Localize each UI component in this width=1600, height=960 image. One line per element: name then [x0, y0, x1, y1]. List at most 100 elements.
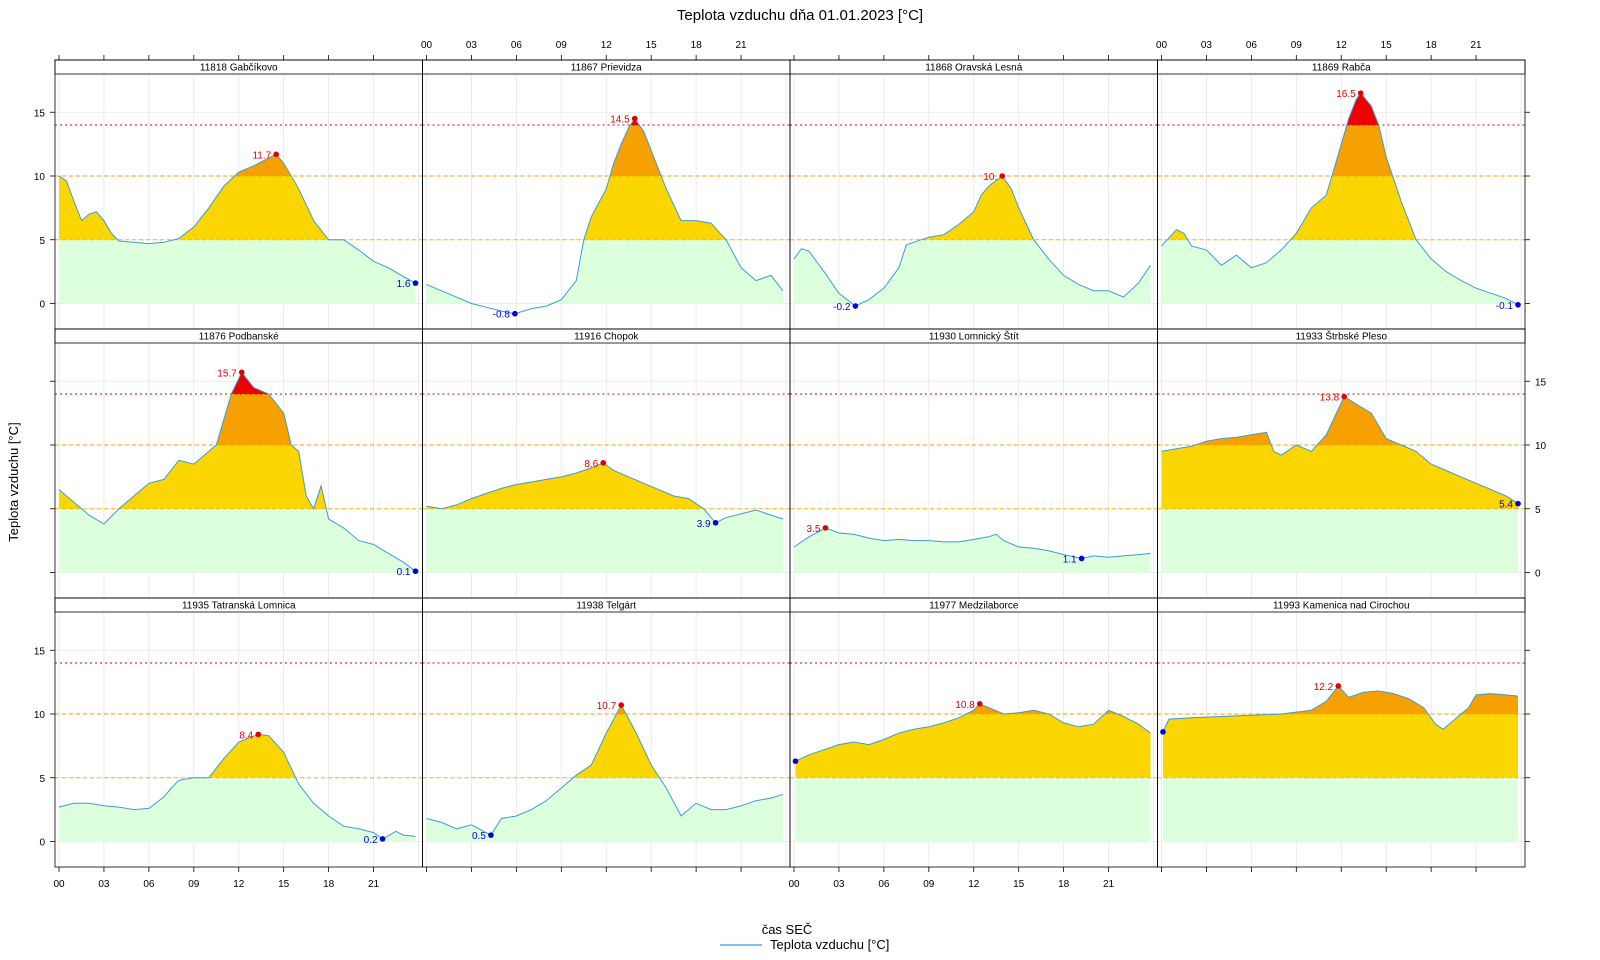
max-marker	[273, 151, 279, 158]
band-10-14	[59, 394, 416, 445]
panel-11916-chopok: 8.6 3.9 11916 Chopok	[422, 328, 791, 599]
min-marker	[712, 519, 719, 526]
max-label: 10.	[983, 172, 997, 183]
station-name: 11876 Podbanské	[199, 332, 279, 343]
station-name: 11930 Lomnický Štít	[929, 330, 1019, 343]
min-marker	[1078, 555, 1085, 562]
temperature-line	[1161, 395, 1519, 505]
x-tick-label-bottom: 06	[878, 879, 890, 890]
max-marker	[631, 115, 638, 122]
min-label: 1.1	[1063, 554, 1077, 565]
min-label: 5.4	[1499, 500, 1513, 511]
x-tick-label-bottom: 12	[968, 879, 980, 890]
panel-11977-medzilaborce: 10.8 11977 Medzilaborce	[789, 597, 1158, 868]
y-tick-label-left: 5	[39, 236, 45, 247]
x-tick-label-top: 03	[1201, 40, 1213, 51]
band-0-5	[795, 777, 1151, 842]
x-tick-label-bottom: 18	[1058, 879, 1070, 890]
band-0-5	[426, 508, 784, 573]
min-label: 0.2	[364, 835, 378, 846]
x-tick-label-top: 21	[736, 40, 748, 51]
max-marker	[822, 525, 829, 531]
y-tick-label-left: 0	[39, 838, 45, 849]
temperature-line	[795, 703, 1151, 762]
min-label: -0.1	[1496, 301, 1514, 312]
station-name: 11993 Kamenica nad Cirochou	[1273, 601, 1410, 612]
temperature-line	[793, 527, 1151, 560]
x-tick-label-top: 21	[1471, 40, 1483, 51]
panel-border	[1157, 597, 1526, 868]
min-marker	[792, 758, 799, 764]
station-name: 11938 Telgárt	[576, 601, 636, 612]
station-name: 11935 Tatranská Lomnica	[182, 601, 296, 612]
y-tick-label-left: 15	[34, 108, 46, 119]
band-0-5	[59, 239, 416, 304]
y-tick-label-left: 10	[34, 172, 46, 183]
y-tick-label-right: 5	[1535, 505, 1541, 516]
min-label: 3.9	[697, 519, 711, 530]
max-marker	[600, 460, 607, 466]
station-name: 11818 Gabčíkovo	[200, 63, 278, 74]
y-tick-label-left: 15	[34, 646, 46, 657]
max-label: 14.5	[610, 115, 630, 126]
band-0-5	[1162, 777, 1519, 842]
x-tick-label-top: 15	[646, 40, 658, 51]
max-label: 11.7	[252, 150, 271, 161]
x-tick-label-top: 15	[1381, 40, 1393, 51]
x-tick-label-top: 06	[1246, 40, 1258, 51]
x-tick-label-top: 12	[1336, 40, 1348, 51]
x-tick-label-bottom: 03	[98, 879, 110, 890]
station-name: 11933 Štrbské Pleso	[1295, 330, 1387, 343]
band-5-10	[1161, 445, 1519, 509]
y-tick-label-right: 15	[1535, 377, 1547, 388]
y-tick-label-left: 0	[39, 300, 45, 311]
band-5-10	[59, 176, 416, 240]
min-marker	[852, 303, 859, 309]
station-name: 11869 Rabča	[1312, 63, 1371, 74]
temperature-line	[1162, 685, 1519, 733]
y-tick-label-left: 5	[39, 774, 45, 785]
min-label: 0.1	[397, 567, 411, 578]
temperature-line	[793, 175, 1151, 307]
x-tick-label-bottom: 18	[323, 879, 335, 890]
max-marker	[238, 369, 245, 376]
temperature-line	[58, 733, 416, 840]
band-0-5	[59, 777, 416, 842]
max-label: 8.6	[584, 459, 598, 470]
station-name: 11916 Chopok	[574, 332, 639, 343]
min-marker	[512, 310, 518, 317]
x-tick-label-bottom: 09	[923, 879, 935, 890]
panel-11869-rabca: 16.5 -0.1 11869 Rabča	[1157, 59, 1526, 330]
max-label: 8.4	[239, 730, 253, 741]
max-marker	[1335, 683, 1342, 689]
x-tick-label-top: 09	[556, 40, 568, 51]
min-label: -0.2	[833, 302, 851, 313]
station-name: 11867 Prievidza	[571, 63, 642, 74]
min-label: -0.8	[493, 310, 511, 321]
legend-label: Teplota vzduchu [°C]	[770, 937, 889, 952]
band-0-5	[1161, 239, 1519, 304]
panel-11930-lomnicky-stit: 3.5 1.1 11930 Lomnický Štít	[789, 328, 1158, 599]
min-label: 1.6	[397, 279, 411, 290]
max-marker	[1357, 90, 1364, 96]
x-tick-label-top: 00	[1156, 40, 1168, 51]
panel-11993-kamenica-nad-cirochou: 12.2 11993 Kamenica nad Cirochou	[1157, 597, 1526, 868]
max-label: 15.7	[217, 368, 237, 379]
min-marker	[1515, 301, 1521, 308]
x-tick-label-top: 18	[691, 40, 703, 51]
max-label: 16.5	[1336, 89, 1356, 100]
max-marker	[255, 731, 262, 738]
max-label: 12.2	[1314, 682, 1334, 693]
panel-11868-oravska-lesna: 10. -0.2 11868 Oravská Lesná	[789, 59, 1158, 330]
legend: Teplota vzduchu [°C]	[720, 937, 889, 952]
panel-11935-tatranska-lomnica: 8.4 0.2 11935 Tatranská Lomnica	[54, 597, 423, 868]
x-tick-label-bottom: 00	[53, 879, 65, 890]
x-tick-label-top: 18	[1426, 40, 1438, 51]
x-tick-label-top: 12	[601, 40, 613, 51]
max-label: 3.5	[807, 524, 821, 535]
max-marker	[976, 701, 983, 707]
max-marker	[999, 173, 1006, 179]
min-marker	[412, 568, 419, 575]
